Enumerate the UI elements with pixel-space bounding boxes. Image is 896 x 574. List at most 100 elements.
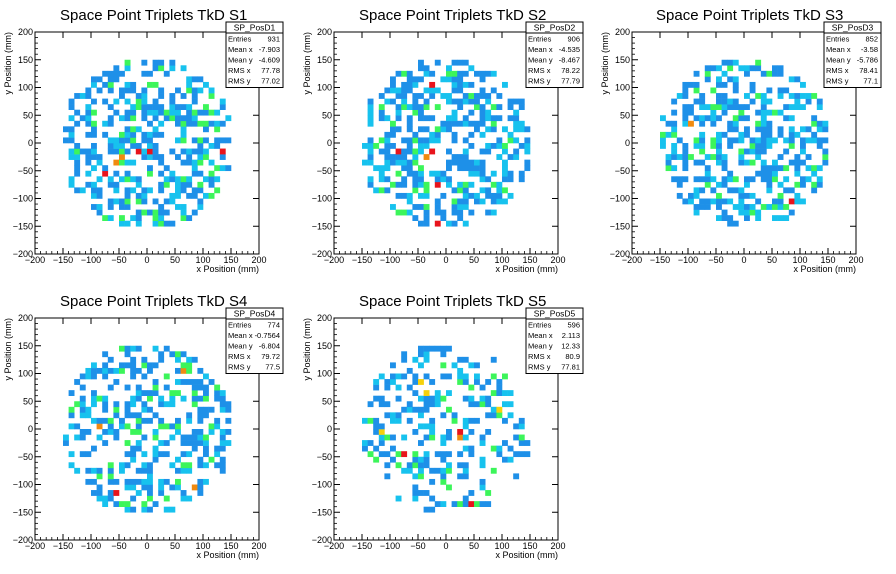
heatmap-bin — [107, 417, 114, 424]
heatmap-bin — [373, 395, 380, 402]
plot-title: Space Point Triplets TkD S2 — [359, 7, 546, 24]
heatmap-bin — [141, 484, 148, 491]
heatmap-bin — [367, 159, 374, 166]
heatmap-bin — [800, 104, 806, 110]
heatmap-bin — [423, 220, 430, 227]
heatmap-bin — [91, 76, 97, 83]
stats-value: 774 — [267, 321, 280, 330]
heatmap-bin — [147, 417, 153, 424]
heatmap-bin — [401, 104, 408, 110]
heatmap-bin — [367, 440, 374, 446]
heatmap-bin — [457, 429, 464, 435]
heatmap-bin — [412, 187, 419, 194]
heatmap-bin — [721, 131, 728, 138]
heatmap-bin — [175, 87, 181, 94]
heatmap-bin — [805, 126, 812, 133]
heatmap-bin — [412, 451, 419, 458]
heatmap-bin — [468, 143, 475, 149]
x-tick-label: −200 — [324, 255, 344, 265]
heatmap-bin — [716, 137, 722, 144]
heatmap-bin — [152, 220, 159, 227]
heatmap-bin — [406, 143, 413, 149]
heatmap-bin — [152, 384, 159, 391]
stats-value: 12.33 — [561, 342, 580, 351]
heatmap-bin — [660, 143, 666, 149]
heatmap-bin — [423, 451, 430, 458]
heatmap-bin — [191, 76, 198, 83]
y-tick-label: 150 — [317, 341, 332, 351]
heatmap-bin — [738, 137, 745, 144]
x-tick-label: −100 — [380, 541, 400, 551]
heatmap-bin — [91, 165, 97, 172]
heatmap-bin — [822, 120, 829, 127]
heatmap-bin — [518, 176, 525, 183]
heatmap-bin — [135, 467, 142, 474]
heatmap-bin — [788, 115, 795, 122]
heatmap-bin — [401, 434, 408, 441]
heatmap-bin — [788, 198, 795, 205]
heatmap-bin — [102, 406, 109, 413]
y-tick-label: 150 — [18, 55, 33, 65]
heatmap-bin — [457, 215, 464, 221]
heatmap-bin — [418, 412, 424, 419]
heatmap-bin — [805, 98, 812, 105]
heatmap-bin — [474, 159, 480, 166]
heatmap-bin — [102, 440, 109, 446]
heatmap-bin — [777, 93, 784, 99]
heatmap-bin — [208, 192, 215, 199]
heatmap-bin — [113, 148, 120, 155]
heatmap-bin — [518, 440, 525, 446]
heatmap-bin — [418, 170, 424, 177]
heatmap-bin — [434, 59, 441, 66]
heatmap-bin — [186, 417, 193, 424]
heatmap-bin — [451, 115, 458, 122]
heatmap-bin — [682, 154, 689, 160]
heatmap-bin — [485, 187, 492, 194]
heatmap-bin — [85, 478, 92, 485]
heatmap-bin — [85, 115, 92, 122]
heatmap-bin — [163, 176, 170, 183]
heatmap-bin — [85, 467, 92, 474]
heatmap-bin — [119, 215, 125, 221]
heatmap-bin — [749, 176, 756, 183]
x-axis-label: x Position (mm) — [196, 550, 259, 560]
heatmap-bin — [682, 115, 689, 122]
heatmap-bin — [479, 93, 486, 99]
heatmap-bin — [738, 192, 745, 199]
heatmap-bin — [384, 379, 391, 385]
heatmap-bin — [191, 159, 198, 166]
heatmap-bin — [395, 384, 402, 391]
heatmap-bin — [660, 115, 666, 122]
heatmap-bin — [225, 406, 232, 413]
heatmap-bin — [107, 148, 114, 155]
heatmap-bin — [777, 204, 784, 210]
heatmap-bin — [180, 120, 187, 127]
heatmap-bin — [468, 93, 475, 99]
heatmap-bin — [395, 412, 402, 419]
heatmap-bin — [423, 104, 430, 110]
heatmap-bin — [91, 143, 97, 149]
heatmap-bin — [225, 115, 232, 122]
heatmap-bin — [676, 154, 683, 160]
heatmap-bin — [406, 417, 413, 424]
heatmap-bin — [384, 473, 391, 480]
heatmap-bin — [152, 81, 159, 88]
heatmap-bin — [693, 209, 700, 216]
heatmap-bin — [457, 356, 464, 363]
heatmap-bin — [147, 143, 153, 149]
heatmap-bin — [384, 165, 391, 172]
heatmap-bin — [191, 356, 198, 363]
heatmap-bin — [124, 131, 131, 138]
heatmap-bin — [524, 159, 531, 166]
heatmap-bin — [91, 367, 97, 374]
heatmap-bin — [760, 126, 767, 133]
heatmap-bin — [208, 379, 215, 385]
heatmap-bin — [406, 401, 413, 408]
heatmap-bin — [682, 109, 689, 116]
heatmap-bin — [219, 456, 226, 463]
heatmap-bin — [152, 434, 159, 441]
heatmap-bin — [180, 137, 187, 144]
x-tick-label: 100 — [792, 255, 807, 265]
heatmap-bin — [507, 192, 514, 199]
heatmap-bin — [468, 395, 475, 402]
